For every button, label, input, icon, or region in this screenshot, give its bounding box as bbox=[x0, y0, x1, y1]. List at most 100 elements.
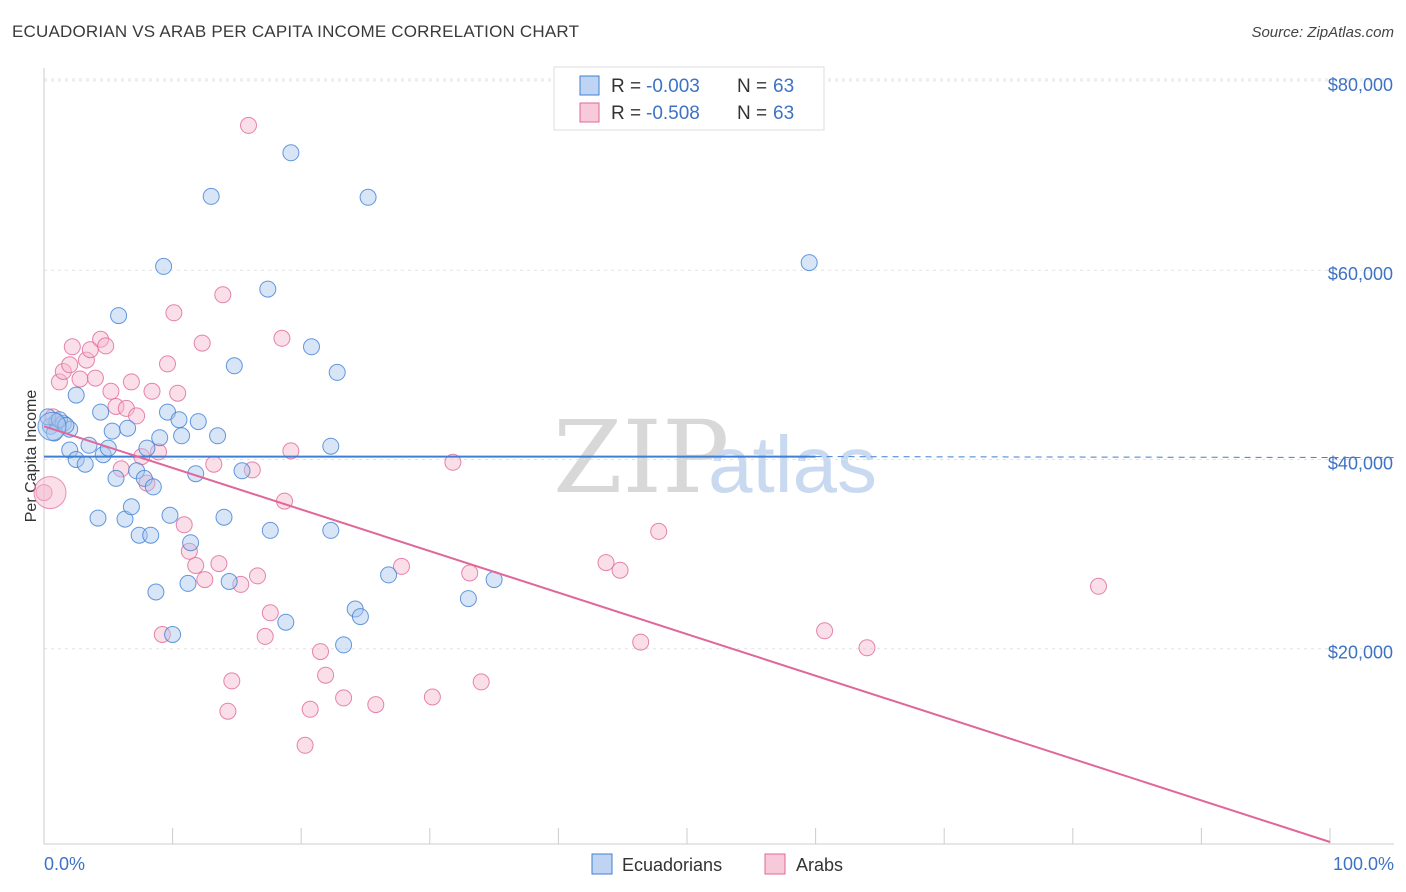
ecuadorians-point bbox=[170, 411, 188, 429]
trend-line-arabs bbox=[43, 425, 1331, 843]
arabs-point bbox=[169, 384, 187, 402]
ecuadorians-point bbox=[459, 590, 477, 608]
ecuadorians-point bbox=[89, 509, 107, 527]
ecuadorians-point bbox=[144, 478, 162, 496]
arabs-point bbox=[102, 382, 120, 400]
ecuadorians-point bbox=[161, 506, 179, 524]
ecuadorians-point bbox=[303, 338, 320, 356]
trend-line-ecuadorians-dashed bbox=[815, 456, 1395, 459]
arabs-point bbox=[273, 329, 291, 347]
ecuadorians-point bbox=[380, 566, 398, 584]
arabs-point bbox=[423, 688, 441, 706]
series-legend: Ecuadorians Arabs bbox=[591, 853, 843, 875]
ecuadorians-point bbox=[122, 498, 140, 516]
arabs-point bbox=[367, 696, 385, 714]
ecuadorians-point bbox=[215, 508, 233, 526]
ecuadorians-point bbox=[173, 427, 191, 445]
ecuadorians-point bbox=[135, 469, 153, 487]
legend-r-label-arabs: R = bbox=[611, 103, 641, 124]
arabs-point bbox=[71, 370, 89, 388]
ecuadorians-point bbox=[138, 439, 156, 457]
ecuadorians-point bbox=[119, 419, 137, 437]
arabs-point bbox=[461, 564, 479, 582]
ecuadorians-point bbox=[189, 413, 207, 431]
arabs-point bbox=[180, 542, 198, 560]
arabs-point bbox=[312, 643, 329, 661]
bottom-legend-swatch-arabs bbox=[764, 853, 786, 875]
arabs-point bbox=[97, 337, 115, 355]
ecuadorians-point bbox=[225, 357, 243, 375]
chart-source: Source: ZipAtlas.com bbox=[1251, 24, 1394, 41]
arabs-point bbox=[444, 453, 462, 471]
arabs-point bbox=[240, 116, 257, 134]
ecuadorians-point bbox=[322, 437, 340, 455]
arabs-point bbox=[301, 700, 319, 718]
arabs-point bbox=[77, 351, 95, 369]
legend-n-value-arabs: 63 bbox=[773, 103, 794, 124]
legend-r-value-arabs: -0.508 bbox=[646, 103, 700, 124]
arabs-point bbox=[86, 369, 104, 387]
grid-lines bbox=[44, 78, 1394, 650]
arabs-point bbox=[61, 356, 79, 374]
arabs-point bbox=[816, 622, 834, 640]
arabs-point bbox=[159, 355, 176, 373]
bottom-legend-label-ecuadorians: Ecuadorians bbox=[622, 855, 722, 875]
ecuadorians-point bbox=[233, 462, 251, 480]
ecuadorians-point bbox=[92, 403, 110, 421]
arabs-point bbox=[317, 666, 335, 684]
ecuadorians-point bbox=[351, 608, 369, 626]
arabs-point bbox=[214, 286, 232, 304]
ecuadorians-point bbox=[50, 411, 68, 429]
y-tick-label: $40,000 bbox=[1328, 453, 1393, 473]
ecuadorians-point bbox=[220, 573, 238, 590]
ecuadorians-point bbox=[202, 187, 220, 205]
legend-n-label-ecuadorians: N = bbox=[737, 76, 767, 97]
trend-lines bbox=[43, 425, 1395, 843]
arabs-point-large bbox=[33, 476, 67, 510]
arabs-point bbox=[335, 689, 353, 707]
ecuadorians-point bbox=[67, 386, 85, 404]
watermark-atlas: atlas bbox=[708, 420, 877, 509]
ecuadorians-point bbox=[328, 363, 346, 381]
ecuadorians-point bbox=[76, 455, 94, 473]
arabs-point bbox=[261, 604, 279, 622]
arabs-point bbox=[165, 304, 183, 322]
arabs-point bbox=[122, 373, 140, 391]
arabs-point bbox=[210, 555, 228, 573]
legend-n-label-arabs: N = bbox=[737, 103, 767, 124]
ecuadorians-point bbox=[261, 521, 279, 539]
arabs-point bbox=[296, 736, 314, 754]
ecuadorians-point bbox=[61, 441, 79, 459]
chart-title: ECUADORIAN VS ARAB PER CAPITA INCOME COR… bbox=[12, 22, 580, 41]
arabs-point bbox=[611, 561, 629, 579]
ecuadorians-point bbox=[142, 526, 160, 544]
legend-swatch-arabs bbox=[579, 102, 600, 123]
ecuadorians-point bbox=[179, 574, 197, 592]
arabs-point bbox=[472, 673, 490, 691]
ecuadorians-point bbox=[151, 429, 169, 447]
ecuadorians-point bbox=[259, 280, 277, 298]
arabs-point bbox=[50, 373, 68, 391]
legend-r-value-ecuadorians: -0.003 bbox=[646, 76, 700, 97]
arabs-point bbox=[143, 382, 161, 400]
x-tick-label-min: 0.0% bbox=[44, 854, 85, 874]
ecuadorians-point bbox=[282, 144, 300, 162]
legend-swatch-ecuadorians bbox=[579, 75, 600, 96]
arabs-point bbox=[219, 702, 237, 720]
arabs-point bbox=[393, 557, 410, 575]
ecuadorians-point bbox=[164, 626, 182, 643]
arabs-point bbox=[597, 554, 615, 572]
arabs-point bbox=[249, 567, 266, 585]
arabs-point bbox=[54, 363, 72, 380]
ecuadorians-point bbox=[182, 534, 200, 552]
arabs-point bbox=[632, 633, 650, 651]
y-tick-labels: $20,000 $40,000 $60,000 $80,000 bbox=[1328, 75, 1393, 663]
ecuadorians-point bbox=[155, 257, 173, 275]
ecuadorians-point bbox=[110, 307, 128, 325]
legend-n-value-ecuadorians: 63 bbox=[773, 76, 794, 97]
ecuadorians-point bbox=[277, 613, 295, 631]
bottom-legend-label-arabs: Arabs bbox=[796, 855, 843, 875]
bottom-legend-swatch-ecuadorians bbox=[591, 853, 613, 875]
arabs-point bbox=[196, 571, 214, 589]
y-axis-label: Per Capita Income bbox=[23, 390, 40, 523]
